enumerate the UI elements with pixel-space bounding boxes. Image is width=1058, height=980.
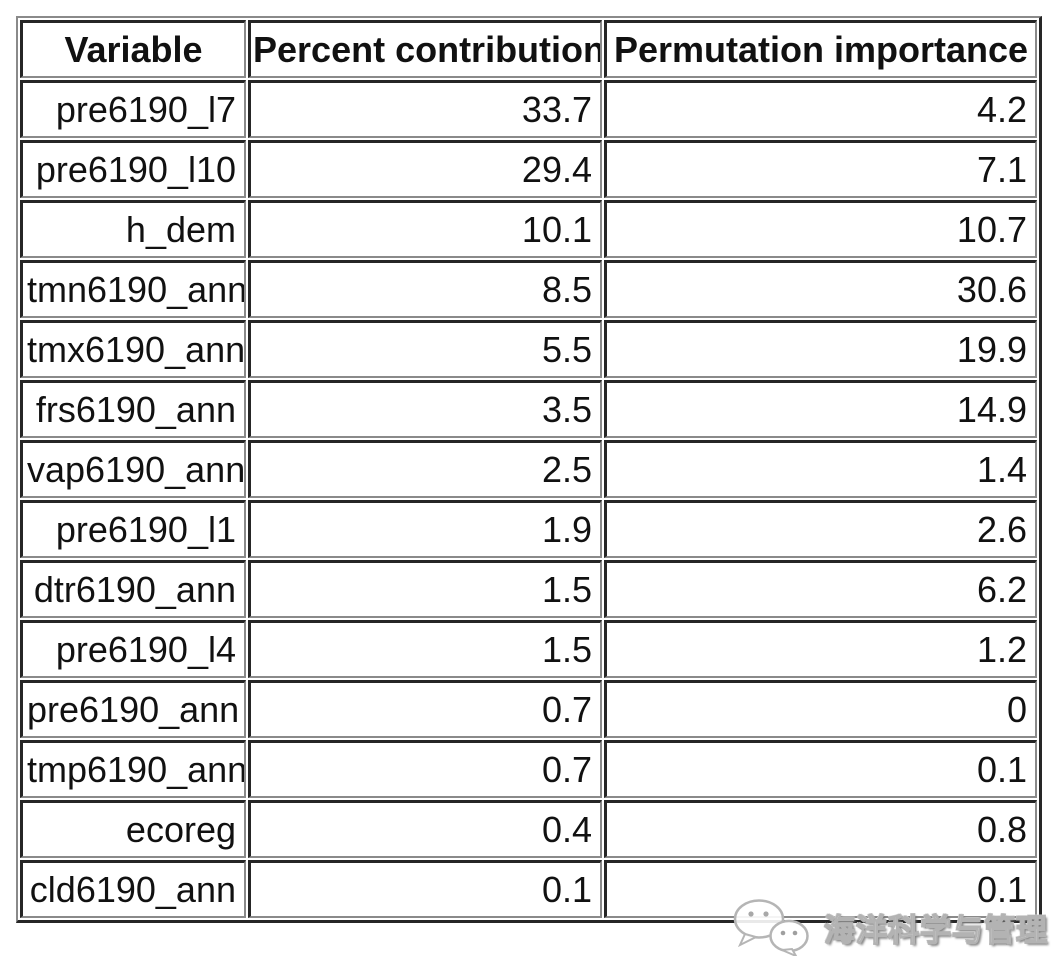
variable-cell: tmx6190_ann (20, 320, 246, 378)
table-row: tmx6190_ann 5.5 19.9 (20, 320, 1037, 378)
percent-contribution-cell: 8.5 (248, 260, 602, 318)
percent-contribution-cell: 10.1 (248, 200, 602, 258)
permutation-importance-cell: 1.4 (604, 440, 1037, 498)
variable-cell: ecoreg (20, 800, 246, 858)
percent-contribution-cell: 1.5 (248, 560, 602, 618)
permutation-importance-cell: 0.8 (604, 800, 1037, 858)
variable-cell: pre6190_l7 (20, 80, 246, 138)
table-row: h_dem 10.1 10.7 (20, 200, 1037, 258)
percent-contribution-cell: 2.5 (248, 440, 602, 498)
variable-cell: pre6190_ann (20, 680, 246, 738)
permutation-importance-cell: 6.2 (604, 560, 1037, 618)
table-row: dtr6190_ann 1.5 6.2 (20, 560, 1037, 618)
percent-contribution-cell: 0.7 (248, 680, 602, 738)
permutation-importance-cell: 1.2 (604, 620, 1037, 678)
percent-contribution-cell: 3.5 (248, 380, 602, 438)
table-row: ecoreg 0.4 0.8 (20, 800, 1037, 858)
permutation-importance-cell: 0.1 (604, 860, 1037, 918)
percent-contribution-cell: 0.4 (248, 800, 602, 858)
table-row: tmp6190_ann 0.7 0.1 (20, 740, 1037, 798)
percent-contribution-cell: 1.5 (248, 620, 602, 678)
variable-cell: pre6190_l10 (20, 140, 246, 198)
variable-cell: frs6190_ann (20, 380, 246, 438)
percent-contribution-cell: 1.9 (248, 500, 602, 558)
permutation-importance-cell: 2.6 (604, 500, 1037, 558)
variable-cell: pre6190_l4 (20, 620, 246, 678)
header-permutation-importance: Permutation importance (604, 20, 1037, 78)
header-variable: Variable (20, 20, 246, 78)
table-row: pre6190_l1 1.9 2.6 (20, 500, 1037, 558)
variable-cell: tmp6190_ann (20, 740, 246, 798)
percent-contribution-cell: 0.7 (248, 740, 602, 798)
permutation-importance-cell: 14.9 (604, 380, 1037, 438)
header-row: Variable Percent contribution Permutatio… (20, 20, 1037, 78)
permutation-importance-cell: 7.1 (604, 140, 1037, 198)
percent-contribution-cell: 33.7 (248, 80, 602, 138)
variable-contribution-table: Variable Percent contribution Permutatio… (16, 16, 1042, 923)
variable-cell: vap6190_ann (20, 440, 246, 498)
variable-cell: dtr6190_ann (20, 560, 246, 618)
permutation-importance-cell: 4.2 (604, 80, 1037, 138)
permutation-importance-cell: 30.6 (604, 260, 1037, 318)
permutation-importance-cell: 19.9 (604, 320, 1037, 378)
variable-cell: tmn6190_ann (20, 260, 246, 318)
table-row: cld6190_ann 0.1 0.1 (20, 860, 1037, 918)
variable-cell: pre6190_l1 (20, 500, 246, 558)
permutation-importance-cell: 0.1 (604, 740, 1037, 798)
percent-contribution-cell: 29.4 (248, 140, 602, 198)
percent-contribution-cell: 5.5 (248, 320, 602, 378)
table-row: vap6190_ann 2.5 1.4 (20, 440, 1037, 498)
table-row: pre6190_l7 33.7 4.2 (20, 80, 1037, 138)
table-row: pre6190_l4 1.5 1.2 (20, 620, 1037, 678)
table-row: pre6190_l10 29.4 7.1 (20, 140, 1037, 198)
header-percent-contribution: Percent contribution (248, 20, 602, 78)
permutation-importance-cell: 0 (604, 680, 1037, 738)
variable-cell: h_dem (20, 200, 246, 258)
permutation-importance-cell: 10.7 (604, 200, 1037, 258)
table-row: tmn6190_ann 8.5 30.6 (20, 260, 1037, 318)
table-row: pre6190_ann 0.7 0 (20, 680, 1037, 738)
variable-cell: cld6190_ann (20, 860, 246, 918)
table-row: frs6190_ann 3.5 14.9 (20, 380, 1037, 438)
percent-contribution-cell: 0.1 (248, 860, 602, 918)
